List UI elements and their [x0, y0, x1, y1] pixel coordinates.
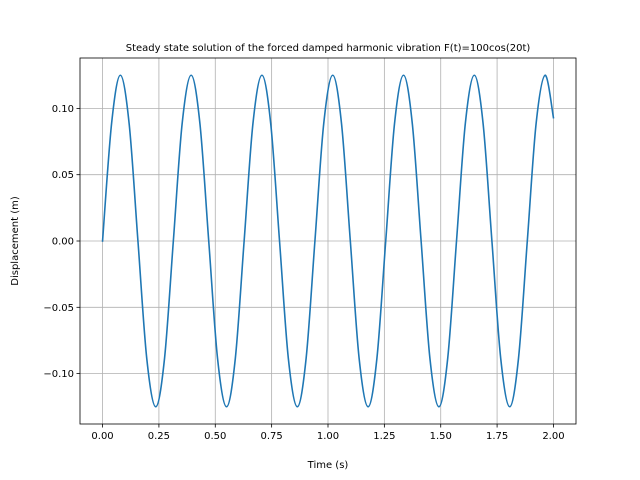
y-tick-label: −0.05: [43, 303, 74, 314]
x-tick-label: 0.00: [91, 431, 113, 442]
series-line: [101, 74, 555, 408]
x-axis-label: Time (s): [307, 460, 349, 471]
x-axis-ticks: 0.00 0.25 0.50 0.75 1.00 1.25 1.50 1.75 2.00: [91, 424, 565, 442]
y-tick-label: 0.10: [52, 104, 74, 115]
y-tick-label: 0.05: [52, 170, 74, 181]
x-tick-label: 1.00: [317, 431, 339, 442]
x-tick-label: 1.75: [486, 431, 508, 442]
chart-title: Steady state solution of the forced damp…: [126, 43, 531, 54]
x-tick-label: 0.50: [204, 431, 226, 442]
y-axis-label: Displacement (m): [10, 196, 21, 286]
grid: [80, 58, 576, 424]
x-tick-label: 0.75: [261, 431, 283, 442]
x-tick-label: 1.25: [373, 431, 395, 442]
series-layer: [101, 74, 555, 408]
x-tick-label: 0.25: [148, 431, 170, 442]
y-tick-label: 0.00: [52, 237, 74, 248]
y-axis-ticks: −0.10 −0.05 0.00 0.05 0.10: [43, 104, 80, 380]
x-tick-label: 1.50: [430, 431, 452, 442]
x-tick-label: 2.00: [542, 431, 564, 442]
y-tick-label: −0.10: [43, 369, 74, 380]
